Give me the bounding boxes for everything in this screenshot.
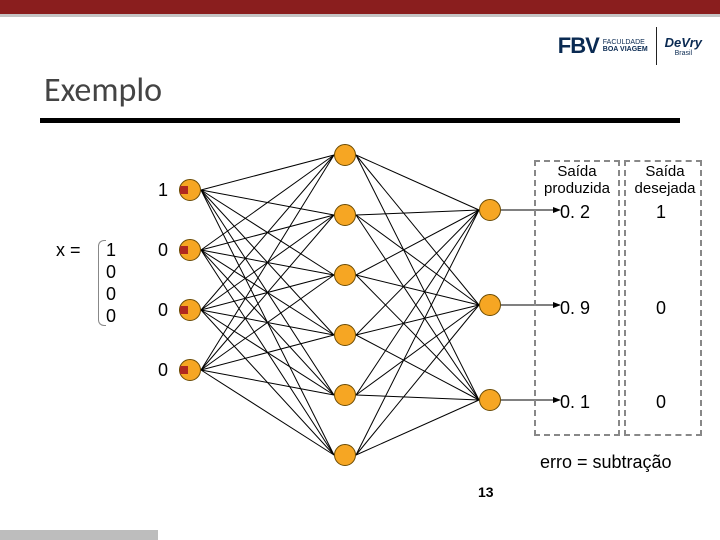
logo-group: FBV FACULDADE BOA VIAGEM DeVry Brasil [558, 22, 702, 70]
produced-header: Saídaproduzida [536, 164, 618, 197]
input-square-0 [180, 186, 188, 194]
produced-value-1: 0. 9 [560, 298, 590, 319]
desired-value-2: 0 [656, 392, 666, 413]
fbv-sub2: BOA VIAGEM [603, 46, 648, 53]
devry-sub: Brasil [675, 50, 693, 57]
x-vector-2: 0 [106, 284, 116, 305]
network-diagram: 1000x =1000SaídaproduzidaSaídadesejada0.… [0, 140, 720, 500]
desired-value-0: 1 [656, 202, 666, 223]
input-label-1: 0 [158, 240, 168, 261]
hidden-node-4 [334, 384, 356, 406]
input-label-3: 0 [158, 360, 168, 381]
input-label-0: 1 [158, 180, 168, 201]
logo-devry: DeVry Brasil [665, 35, 702, 57]
input-square-2 [180, 306, 188, 314]
produced-value-0: 0. 2 [560, 202, 590, 223]
output-node-1 [479, 294, 501, 316]
logo-fbv: FBV FACULDADE BOA VIAGEM [558, 33, 648, 59]
vector-bracket [98, 240, 106, 326]
output-node-0 [479, 199, 501, 221]
output-node-2 [479, 389, 501, 411]
slide: FBV FACULDADE BOA VIAGEM DeVry Brasil Ex… [0, 0, 720, 540]
input-square-1 [180, 246, 188, 254]
input-square-3 [180, 366, 188, 374]
hidden-node-2 [334, 264, 356, 286]
page-title: Exemplo [44, 70, 162, 111]
hidden-node-1 [334, 204, 356, 226]
input-label-2: 0 [158, 300, 168, 321]
devry-text: DeVry [665, 35, 702, 50]
fbv-sub1: FACULDADE [603, 39, 648, 46]
top-shadow [0, 14, 720, 17]
page-number: 13 [478, 484, 494, 500]
desired-header: Saídadesejada [628, 164, 702, 197]
produced-value-2: 0. 1 [560, 392, 590, 413]
x-vector-0: 1 [106, 240, 116, 261]
desired-value-1: 0 [656, 298, 666, 319]
top-bar [0, 0, 720, 14]
bottom-bar [0, 530, 158, 540]
x-vector-3: 0 [106, 306, 116, 327]
logo-separator [656, 27, 657, 65]
x-vector-1: 0 [106, 262, 116, 283]
hidden-node-3 [334, 324, 356, 346]
hidden-node-0 [334, 144, 356, 166]
x-equals-label: x = [56, 240, 81, 261]
hidden-node-5 [334, 444, 356, 466]
fbv-text: FBV [558, 33, 599, 59]
error-label: erro = subtração [540, 452, 672, 473]
title-rule [40, 118, 680, 123]
